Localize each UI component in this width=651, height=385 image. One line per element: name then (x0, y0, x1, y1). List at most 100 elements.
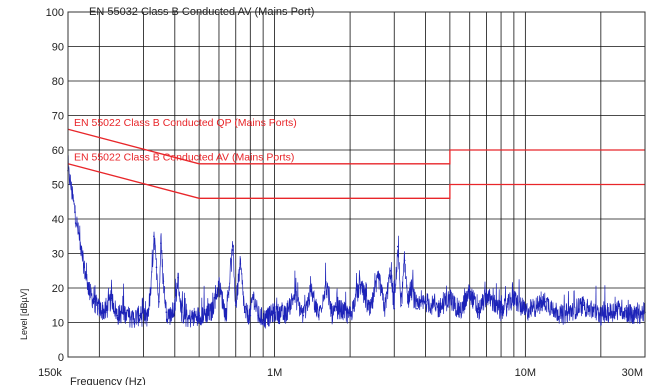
trace-point (165, 311, 168, 313)
trace-point (359, 283, 362, 286)
trace-point (160, 242, 162, 244)
x-axis-label: Frequency (Hz) (70, 376, 146, 385)
trace-point (468, 290, 471, 293)
trace-point (210, 311, 213, 313)
trace-point (389, 269, 392, 272)
y-tick-label: 100 (46, 7, 64, 19)
trace-point (331, 314, 334, 317)
trace-point (437, 307, 440, 310)
trace-point (252, 294, 254, 296)
trace-point (632, 314, 635, 317)
trace-point (449, 297, 451, 300)
y-tick-label: 10 (52, 318, 64, 330)
trace-point (177, 276, 179, 279)
trace-point (619, 307, 622, 310)
trace-point (302, 314, 304, 317)
trace-point (485, 294, 488, 296)
trace-point (80, 252, 83, 255)
trace-point (310, 290, 313, 293)
measurement-trace (67, 155, 646, 329)
trace-line (67, 155, 646, 329)
trace-point (459, 311, 462, 313)
trace-point (400, 304, 403, 307)
chart-title: EN 55032 Class B Conducted AV (Mains Por… (89, 6, 314, 18)
trace-point (231, 249, 234, 251)
y-tick-label: 0 (58, 352, 64, 364)
trace-point (264, 318, 267, 320)
trace-point (180, 311, 183, 313)
trace-point (317, 314, 320, 317)
trace-point (186, 318, 189, 320)
trace-point (104, 311, 107, 313)
trace-point (110, 297, 113, 300)
trace-point (324, 283, 327, 286)
trace-point (92, 301, 95, 303)
trace-point (158, 301, 160, 303)
trace-point (377, 276, 380, 279)
plot-frame (67, 11, 646, 358)
trace-point (257, 314, 259, 317)
trace-point (524, 311, 527, 313)
trace-point (337, 307, 340, 310)
y-axis-label: Level [dBµV] (19, 289, 29, 340)
y-tick-label: 70 (52, 111, 64, 123)
limit-line-label: EN 55022 Class B Conducted QP (Mains Por… (74, 117, 297, 129)
trace-point (225, 314, 227, 317)
trace-point (500, 311, 502, 313)
trace-point (349, 314, 351, 317)
trace-point (74, 211, 76, 213)
trace-point (369, 311, 371, 313)
trace-point (153, 235, 155, 238)
trace-point (198, 314, 200, 317)
y-tick-label: 40 (52, 214, 64, 226)
limit-line-label: EN 55022 Class B Conducted AV (Mains Por… (74, 151, 294, 163)
trace-point (98, 307, 101, 310)
trace-point (150, 287, 152, 289)
trace-point (146, 318, 148, 320)
y-tick-label: 30 (52, 249, 64, 261)
trace-point (477, 311, 480, 313)
trace-point (174, 307, 176, 310)
trace-point (234, 304, 237, 307)
y-tick-label: 90 (52, 42, 64, 54)
trace-point (169, 314, 172, 317)
x-tick-labels: 150k 1M 10M 30M (38, 367, 643, 379)
y-tick-label: 60 (52, 145, 64, 157)
trace-point (88, 290, 91, 293)
trace-point (513, 297, 515, 300)
trace-point (69, 180, 71, 182)
y-tick-label: 50 (52, 180, 64, 192)
x-tick-label: 1M (267, 367, 282, 379)
trace-point (243, 311, 246, 313)
limit-line (67, 128, 645, 165)
trace-point (284, 314, 286, 317)
y-tick-label: 20 (52, 283, 64, 295)
x-tick-label: 150k (38, 367, 62, 379)
trace-point (84, 273, 87, 276)
trace-point (122, 311, 125, 313)
trace-point (393, 307, 396, 310)
trace-point (410, 287, 412, 289)
limit-lines: EN 55022 Class B Conducted QP (Mains Por… (67, 117, 645, 199)
trace-point (397, 245, 399, 248)
trace-point (403, 259, 406, 262)
trace-point (582, 304, 584, 307)
x-tick-label: 30M (622, 367, 643, 379)
trace-point (600, 314, 602, 317)
trace-point (138, 314, 141, 317)
trace-point (71, 194, 74, 196)
trace-point (561, 314, 563, 317)
trace-point (273, 311, 276, 313)
limit-line (67, 163, 645, 199)
y-tick-labels: 0 10 20 30 40 50 60 70 80 90 100 (46, 7, 64, 364)
trace-point (77, 232, 80, 234)
trace-point (162, 280, 165, 282)
trace-point (249, 314, 252, 317)
trace-point (293, 294, 296, 296)
trace-point (155, 266, 158, 269)
trace-point (131, 318, 133, 320)
trace-point (407, 301, 409, 303)
y-tick-label: 80 (52, 76, 64, 88)
trace-point (424, 301, 427, 303)
